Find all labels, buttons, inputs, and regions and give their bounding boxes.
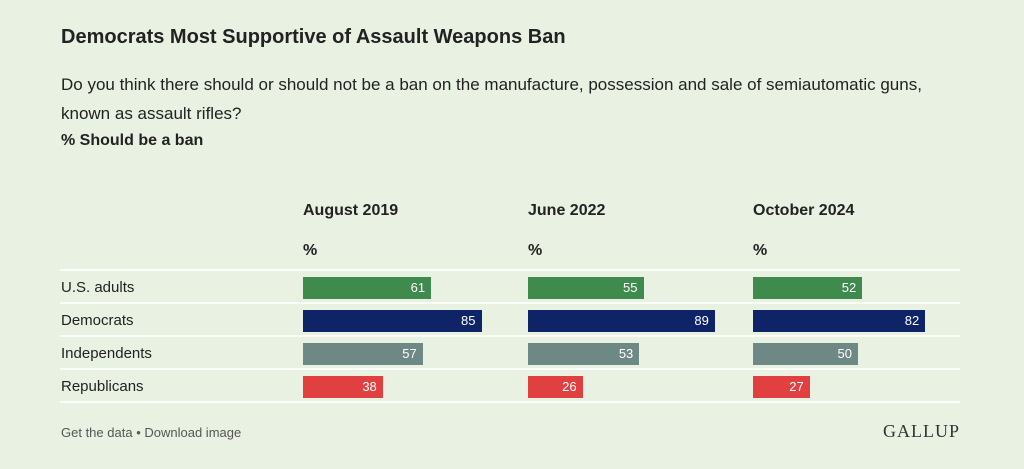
category-label: Democrats <box>61 312 134 329</box>
bar <box>303 276 432 299</box>
link[interactable]: Get the data <box>61 425 133 440</box>
bar <box>303 309 482 332</box>
value-label: 57 <box>402 345 417 361</box>
bar <box>528 375 583 398</box>
footer: Get the data • Download image <box>61 425 241 440</box>
value-label: 52 <box>841 279 857 295</box>
column-header: August 2019 <box>303 202 399 219</box>
chart-title: Democrats Most Supportive of Assault Wea… <box>61 26 566 48</box>
column-unit: % <box>753 242 768 259</box>
value-label: 53 <box>618 345 634 361</box>
bar <box>753 276 863 299</box>
column-unit: % <box>528 242 543 259</box>
bar <box>528 276 644 299</box>
column-unit: % <box>303 242 318 259</box>
category-label: Republicans <box>61 378 144 395</box>
row-rule <box>60 269 960 271</box>
column-header: June 2022 <box>528 202 606 219</box>
value-label: 26 <box>562 378 577 394</box>
chart-subtitle: Do you think there should or should not … <box>61 75 922 123</box>
bar <box>528 342 640 365</box>
bar <box>528 309 715 332</box>
bar <box>753 375 810 398</box>
bar <box>753 342 858 365</box>
bar <box>753 309 926 332</box>
value-label: 89 <box>694 312 709 328</box>
category-label: Independents <box>61 345 152 362</box>
value-label: 55 <box>623 279 638 295</box>
column-header: October 2024 <box>753 202 855 219</box>
row-rule <box>60 335 960 337</box>
value-label: 27 <box>789 378 804 394</box>
category-label: U.S. adults <box>61 279 135 296</box>
value-label: 61 <box>410 279 426 295</box>
brand-logo: GALLUP <box>883 421 960 441</box>
value-label: 50 <box>837 345 852 361</box>
value-description: % Should be a ban <box>61 132 204 149</box>
row-rule <box>60 401 960 403</box>
row-rule <box>60 368 960 370</box>
bar <box>303 375 383 398</box>
value-label: 38 <box>362 378 377 394</box>
separator: • <box>136 425 141 440</box>
value-label: 85 <box>461 312 476 328</box>
value-label: 82 <box>904 312 920 328</box>
row-rule <box>60 302 960 304</box>
bar <box>303 342 423 365</box>
link[interactable]: Download image <box>144 425 242 440</box>
